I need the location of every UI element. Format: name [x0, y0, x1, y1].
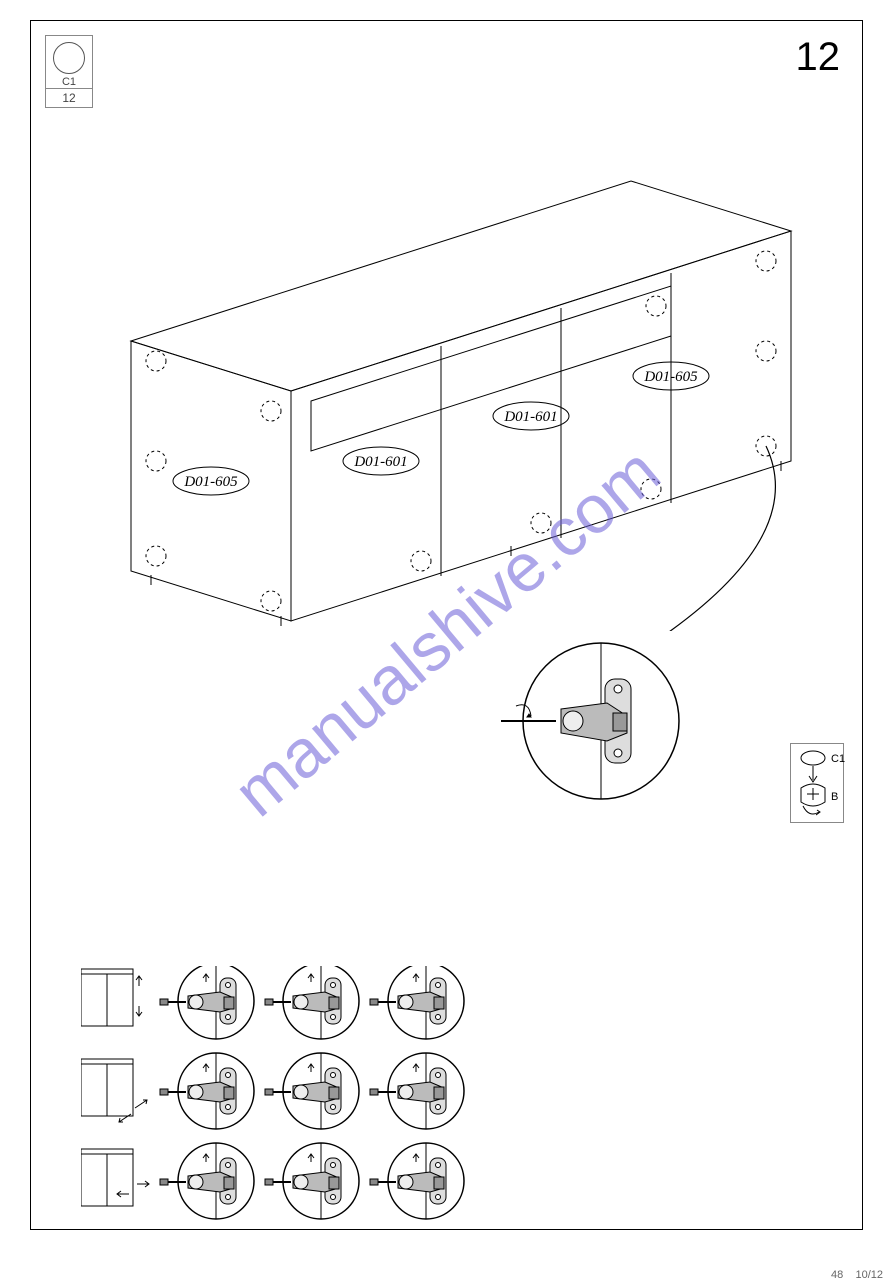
cover-label-b: B — [831, 791, 838, 803]
dowel-cap-icon — [53, 42, 85, 74]
svg-text:D01-601: D01-601 — [353, 454, 407, 470]
svg-text:D01-605: D01-605 — [643, 369, 698, 385]
part-label: C1 — [46, 76, 92, 88]
cabinet-diagram: D01-605 D01-601 D01-601 D01-605 — [111, 161, 811, 631]
hinge-detail-diagram — [501, 621, 701, 821]
part-quantity: 12 — [46, 88, 92, 107]
cover-label-c1: C1 — [831, 753, 845, 765]
svg-text:D01-605: D01-605 — [183, 474, 238, 490]
door-label-1: D01-605 — [173, 467, 249, 495]
page: 12 C1 12 — [0, 0, 893, 1263]
hinge-adjustment-grid — [81, 966, 481, 1226]
door-label-3: D01-601 — [493, 402, 569, 430]
page-frame: 12 C1 12 — [30, 20, 863, 1230]
door-label-2: D01-601 — [343, 447, 419, 475]
footer-number: 48 — [831, 1269, 843, 1281]
footer-page: 10/12 — [855, 1269, 883, 1281]
step-number: 12 — [796, 35, 841, 80]
svg-text:D01-601: D01-601 — [503, 409, 557, 425]
parts-callout-box: C1 12 — [45, 35, 93, 108]
cover-cap-callout: C1 B — [790, 743, 844, 823]
page-footer: 48 10/12 — [831, 1269, 883, 1281]
